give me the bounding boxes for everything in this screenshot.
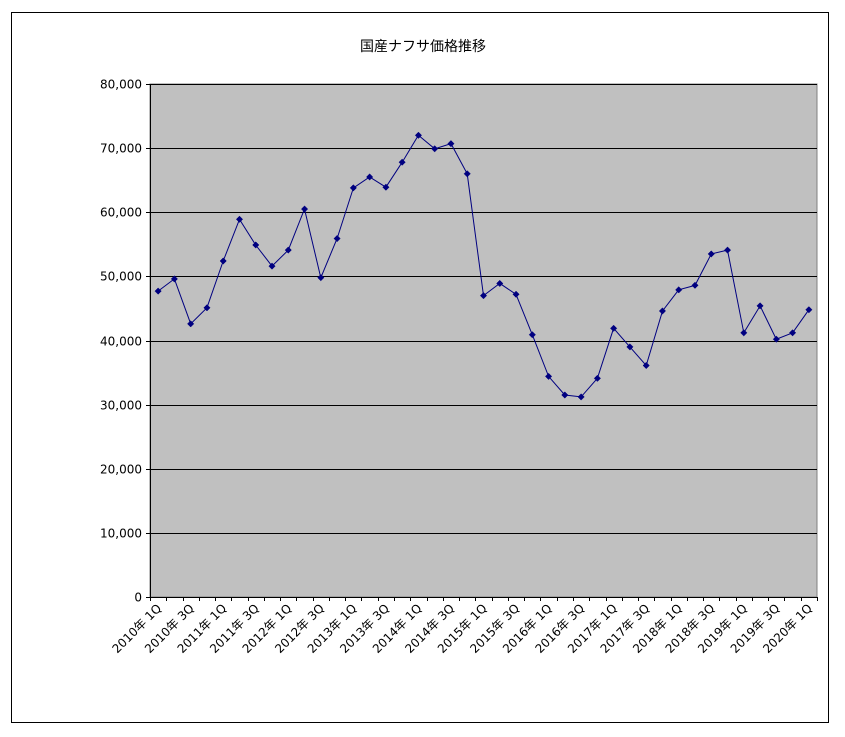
data-point <box>317 274 325 282</box>
data-point <box>268 262 276 270</box>
data-point <box>431 145 439 153</box>
data-point <box>284 246 292 254</box>
data-point <box>789 329 797 337</box>
data-point <box>203 304 211 312</box>
data-point <box>382 183 390 191</box>
data-point <box>626 343 634 351</box>
y-tick-label: 10,000 <box>100 527 142 541</box>
data-point <box>333 234 341 243</box>
data-point <box>756 302 764 310</box>
data-point <box>463 170 471 178</box>
data-point <box>187 320 195 328</box>
data-point <box>577 393 585 401</box>
data-point <box>642 361 650 370</box>
data-point <box>414 131 422 139</box>
data-point <box>593 374 601 382</box>
plot-area <box>149 83 818 598</box>
data-point <box>740 329 748 337</box>
data-point <box>658 307 667 315</box>
series-layer <box>154 131 813 401</box>
data-point <box>512 290 520 298</box>
data-point <box>447 140 455 148</box>
data-point <box>252 241 260 249</box>
data-point <box>528 331 536 339</box>
data-point <box>479 292 488 300</box>
data-point <box>154 287 162 295</box>
data-point <box>300 205 309 213</box>
y-tick-label: 60,000 <box>100 206 142 220</box>
data-point <box>545 372 553 380</box>
data-point <box>235 215 244 223</box>
data-point <box>349 184 357 192</box>
y-tick-label: 50,000 <box>100 270 142 284</box>
y-tick-label: 0 <box>134 591 142 605</box>
data-point <box>707 250 715 258</box>
data-point <box>805 306 813 314</box>
data-point <box>691 281 699 289</box>
data-point <box>398 158 406 166</box>
data-point <box>366 173 374 181</box>
y-tick-label: 30,000 <box>100 399 142 413</box>
y-tick-label: 40,000 <box>100 335 142 349</box>
y-axis: 0 10,000 20,000 30,000 40,000 50,000 60,000 70,… <box>100 78 151 605</box>
data-point <box>496 279 504 287</box>
line-chart: 国産ナフサ価格推移 0 10,000 20,000 30,000 40,000 50,00… <box>100 39 818 656</box>
data-point <box>219 257 227 265</box>
data-point <box>723 246 732 254</box>
data-point <box>561 391 569 399</box>
y-tick-label: 70,000 <box>100 142 142 156</box>
data-point <box>170 275 178 283</box>
chart-title: 国産ナフサ価格推移 <box>360 39 486 55</box>
gridlines <box>150 84 817 534</box>
data-point <box>772 335 780 343</box>
data-point <box>610 324 618 332</box>
chart-frame: 国産ナフサ価格推移 0 10,000 20,000 30,000 40,000 50,00… <box>11 12 829 723</box>
data-point <box>675 286 683 294</box>
y-tick-label: 80,000 <box>100 78 142 92</box>
y-tick-label: 20,000 <box>100 463 142 477</box>
